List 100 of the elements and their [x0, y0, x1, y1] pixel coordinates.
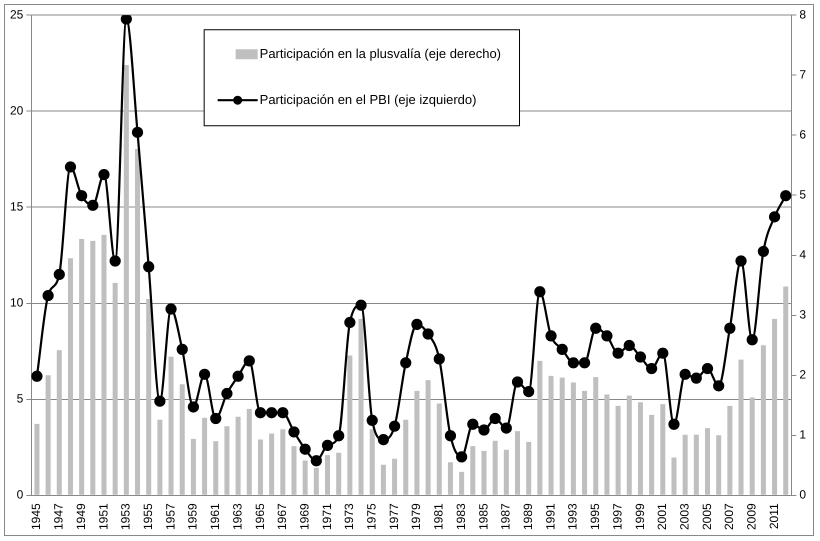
x-tick-label: 1977 [386, 502, 401, 530]
x-tick-label: 1959 [186, 502, 200, 530]
y2-tick-label: 7 [799, 68, 806, 82]
bar [750, 397, 755, 495]
y-tick-label: 15 [10, 200, 24, 214]
x-tick-label: 2009 [744, 502, 759, 530]
bar [246, 408, 252, 495]
bar [213, 441, 218, 495]
x-tick-label: 1949 [74, 502, 88, 530]
bar [514, 431, 520, 495]
bar [548, 376, 554, 495]
x-tick-label: 1957 [163, 502, 178, 530]
bar [34, 424, 40, 495]
y2-tick-label: 5 [799, 188, 806, 202]
bar [358, 318, 364, 495]
bar [46, 375, 51, 495]
x-tick-label: 2005 [700, 502, 714, 530]
x-tick-label: 1983 [454, 502, 468, 530]
bar [392, 458, 398, 495]
y2-tick-label: 0 [799, 488, 806, 502]
x-tick-label: 1967 [275, 502, 290, 530]
x-tick-label: 1971 [320, 502, 334, 530]
x-tick-label: 1969 [297, 502, 312, 530]
bar [90, 240, 96, 495]
bar [180, 384, 185, 495]
bar [347, 355, 352, 495]
bar [448, 462, 453, 495]
y-tick-label: 10 [10, 296, 24, 310]
bar [537, 360, 542, 495]
bar [560, 378, 565, 495]
x-tick-label: 1955 [141, 502, 156, 530]
y-tick-label: 5 [16, 392, 24, 406]
bar [56, 350, 62, 495]
x-tick-label: 2003 [677, 502, 692, 530]
x-tick-label: 1947 [52, 502, 66, 530]
x-tick-label: 1997 [610, 502, 624, 530]
bar [370, 429, 375, 495]
y2-tick-label: 1 [799, 428, 806, 442]
x-tick-label: 1945 [29, 502, 44, 530]
x-tick-label: 2007 [722, 502, 736, 530]
bar [716, 435, 722, 495]
legend-label: Participación en la plusvalía (eje derecho) [260, 46, 502, 61]
bar [492, 440, 498, 495]
bar [380, 464, 386, 495]
bar [414, 390, 420, 495]
bar [124, 65, 129, 495]
bar [526, 442, 532, 495]
x-tick-label: 1965 [252, 502, 267, 530]
y2-tick-label: 4 [799, 248, 806, 262]
bar [504, 450, 509, 495]
bar [68, 258, 73, 495]
bar [626, 396, 632, 495]
bar [638, 402, 643, 495]
bar [280, 429, 286, 495]
bar [436, 403, 442, 495]
x-tick-label: 1985 [476, 502, 490, 530]
bar [470, 446, 476, 495]
bar [694, 434, 699, 495]
y2-tick-label: 8 [799, 8, 806, 22]
bar [649, 414, 654, 495]
x-tick-label: 1981 [432, 502, 446, 530]
x-tick-label: 1953 [118, 502, 133, 530]
x-tick-label: 1961 [208, 502, 222, 530]
bar [79, 239, 84, 495]
y-tick-label: 25 [10, 8, 24, 22]
bar [660, 404, 666, 495]
bar [325, 455, 330, 495]
bar [760, 345, 766, 495]
bar [146, 299, 152, 495]
x-tick-label: 1975 [364, 502, 379, 530]
bar [112, 282, 118, 495]
bar [593, 377, 598, 495]
x-tick-label: 1973 [342, 502, 356, 530]
legend-label: Participación en el PBI (eje izquierdo) [260, 92, 476, 107]
bar [570, 382, 576, 495]
x-tick-label: 2001 [655, 502, 670, 530]
x-tick-label: 1979 [409, 502, 424, 530]
bar [101, 234, 107, 495]
x-tick-label: 1989 [521, 502, 535, 530]
bar [336, 452, 342, 495]
y-tick-label: 0 [16, 488, 24, 502]
bar [168, 356, 174, 495]
y2-tick-label: 6 [799, 128, 806, 142]
bar [604, 394, 610, 495]
bar [426, 380, 431, 495]
bar [783, 286, 788, 495]
y2-tick-label: 3 [799, 308, 806, 322]
bar [481, 450, 486, 495]
y-tick-label: 20 [10, 104, 24, 118]
bar [772, 318, 778, 495]
bar [135, 149, 140, 495]
x-tick-label: 1995 [588, 502, 602, 530]
bar [302, 460, 308, 495]
bar [224, 426, 230, 495]
bar [582, 390, 588, 495]
bar [269, 433, 274, 495]
bar [671, 457, 676, 495]
bar [727, 406, 732, 495]
bar [157, 420, 162, 495]
bar [459, 472, 464, 495]
